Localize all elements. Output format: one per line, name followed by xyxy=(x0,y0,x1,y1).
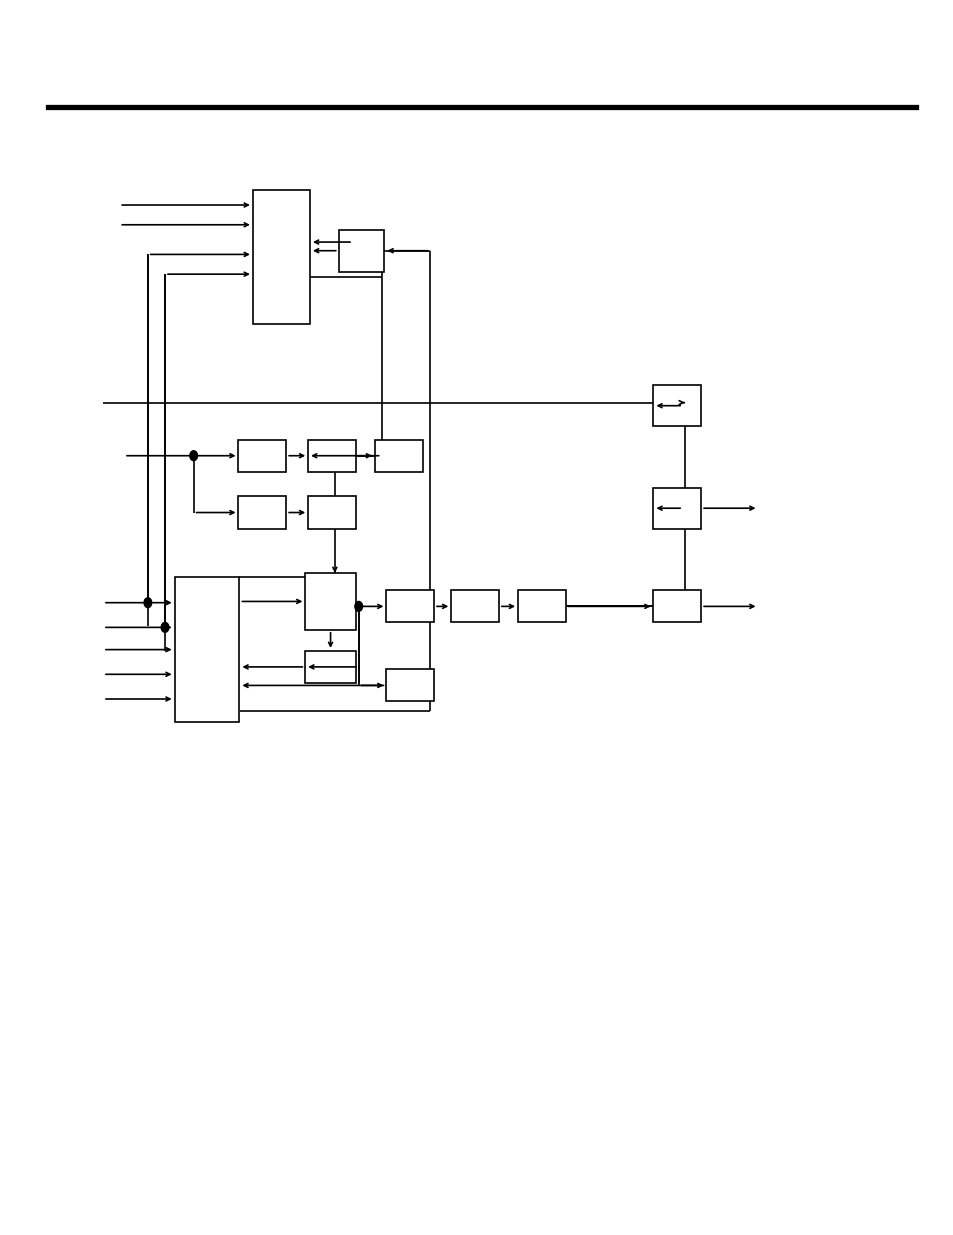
Bar xyxy=(238,440,286,472)
Circle shape xyxy=(144,598,152,608)
Bar xyxy=(253,190,310,324)
Bar xyxy=(305,573,355,630)
Bar xyxy=(653,488,700,529)
Bar xyxy=(238,496,286,529)
Circle shape xyxy=(355,601,362,611)
Bar xyxy=(653,385,700,426)
Circle shape xyxy=(190,451,197,461)
Bar xyxy=(375,440,422,472)
Bar xyxy=(386,590,434,622)
Bar xyxy=(386,669,434,701)
Bar xyxy=(308,440,355,472)
Bar xyxy=(338,230,384,272)
Bar xyxy=(174,577,239,722)
Circle shape xyxy=(161,622,169,632)
Bar xyxy=(653,590,700,622)
Bar xyxy=(305,651,355,683)
Bar xyxy=(517,590,565,622)
Bar xyxy=(308,496,355,529)
Bar xyxy=(451,590,498,622)
